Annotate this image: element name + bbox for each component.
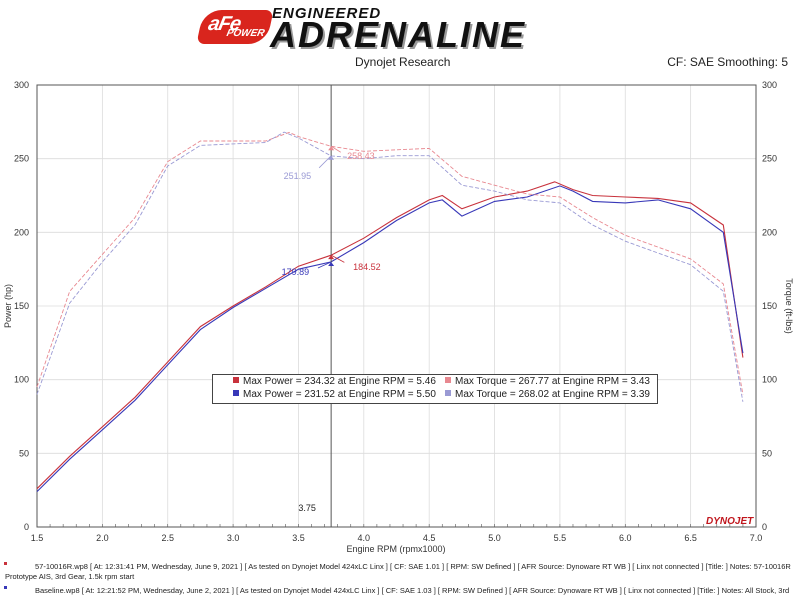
series-group bbox=[36, 131, 744, 492]
run1-info-line2: Prototype AIS, 3rd Gear, 1.5k rpm start bbox=[5, 572, 135, 581]
x-tick-label: 4.0 bbox=[358, 533, 371, 543]
run2-marker bbox=[4, 586, 7, 589]
x-tick-label: 2.0 bbox=[96, 533, 109, 543]
run1-marker bbox=[4, 562, 7, 565]
legend-run2-power: Max Power = 231.52 at Engine RPM = 5.50 bbox=[227, 388, 436, 401]
correction-factor-label: CF: SAE Smoothing: 5 bbox=[667, 55, 788, 69]
run2-info-line1: Baseline.wp8 [ At: 12:21:52 PM, Wednesda… bbox=[35, 586, 790, 595]
x-tick-label: 4.5 bbox=[423, 533, 436, 543]
x-tick-label: 6.0 bbox=[619, 533, 632, 543]
x-tick-label: 5.5 bbox=[554, 533, 567, 543]
legend-run2-torque: Max Torque = 268.02 at Engine RPM = 3.39 bbox=[439, 388, 650, 401]
left-y-tick-label: 100 bbox=[14, 375, 29, 385]
chart-source-label: Dynojet Research bbox=[355, 55, 451, 69]
annotation-leader bbox=[330, 145, 341, 153]
x-axis-ticks: 1.5 2.0 2.5 3.0 3.5 4.0 4.5 5.0 5.5 6.0 6.5 7.0 bbox=[31, 524, 763, 543]
x-tick-label: 1.5 bbox=[31, 533, 44, 543]
right-y-tick-label: 100 bbox=[762, 375, 777, 385]
x-tick-label: 6.5 bbox=[684, 533, 697, 543]
x-tick-label: 3.0 bbox=[227, 533, 240, 543]
annotations-group: 184.52 179.89 258.43 251.95 bbox=[282, 145, 381, 277]
legend-row-run1: Max Power = 234.32 at Engine RPM = 5.46 … bbox=[213, 375, 657, 388]
annotation-arrow bbox=[328, 146, 335, 151]
right-axis-ticks: 0 50 100 150 200 250 300 bbox=[762, 80, 777, 532]
x-tick-label: 3.5 bbox=[292, 533, 305, 543]
left-axis-ticks: 0 50 100 150 200 250 300 bbox=[14, 80, 29, 532]
annotation-leader bbox=[317, 261, 332, 269]
run1-info-line1: 57-10016R.wp8 [ At: 12:31:41 PM, Wednesd… bbox=[35, 562, 791, 571]
annotation-arrow bbox=[328, 255, 335, 260]
right-axis-title: Torque (ft-lbs) bbox=[784, 278, 794, 334]
annotation-label: 251.95 bbox=[284, 171, 312, 181]
legend-run1-power: Max Power = 234.32 at Engine RPM = 5.46 bbox=[227, 375, 436, 388]
left-y-tick-label: 50 bbox=[19, 448, 29, 458]
power-series-line-57-10016r bbox=[36, 181, 744, 490]
legend-row-run2: Max Power = 231.52 at Engine RPM = 5.50 … bbox=[213, 388, 657, 401]
x-tick-label: 5.0 bbox=[488, 533, 501, 543]
annotation-arrow bbox=[328, 155, 335, 160]
x-axis-title: Engine RPM (rpmx1000) bbox=[346, 544, 445, 554]
chart-grid bbox=[36, 84, 757, 528]
left-y-tick-label: 150 bbox=[14, 301, 29, 311]
legend-run1-torque: Max Torque = 267.77 at Engine RPM = 3.43 bbox=[439, 375, 650, 388]
legend-run1-torque-text: Max Torque = 267.77 at Engine RPM = 3.43 bbox=[455, 376, 650, 387]
right-y-tick-label: 50 bbox=[762, 448, 772, 458]
annotation-arrow bbox=[328, 261, 335, 266]
torque-series-line-baseline bbox=[36, 131, 744, 402]
annotation-label: 179.89 bbox=[282, 267, 310, 277]
annotation-label: 258.43 bbox=[347, 151, 375, 161]
legend-swatch-run1-torque bbox=[445, 377, 451, 383]
left-y-tick-label: 200 bbox=[14, 227, 29, 237]
chart-legend: Max Power = 234.32 at Engine RPM = 5.46 … bbox=[212, 374, 658, 404]
right-y-tick-label: 0 bbox=[762, 522, 767, 532]
right-y-tick-label: 250 bbox=[762, 154, 777, 164]
legend-swatch-run2-torque bbox=[445, 390, 451, 396]
plot-frame bbox=[36, 84, 757, 528]
legend-swatch-run1-power bbox=[233, 377, 239, 383]
left-y-tick-label: 300 bbox=[14, 80, 29, 90]
right-y-tick-label: 200 bbox=[762, 227, 777, 237]
rpm-cursor-label: 3.75 bbox=[298, 503, 316, 513]
left-y-tick-label: 0 bbox=[24, 522, 29, 532]
brand-main-text: ADRENALINE bbox=[270, 14, 527, 55]
annotation-label: 184.52 bbox=[353, 262, 381, 272]
run-info-run1: 57-10016R.wp8 [ At: 12:31:41 PM, Wednesd… bbox=[0, 562, 800, 584]
right-y-tick-label: 150 bbox=[762, 301, 777, 311]
right-y-tick-label: 300 bbox=[762, 80, 777, 90]
legend-run1-power-text: Max Power = 234.32 at Engine RPM = 5.46 bbox=[243, 376, 436, 387]
legend-run2-power-text: Max Power = 231.52 at Engine RPM = 5.50 bbox=[243, 389, 436, 400]
brand-top-text: ENGINEERED bbox=[272, 5, 382, 22]
annotation-leader bbox=[318, 155, 332, 169]
dynojet-watermark: DYNOJET bbox=[706, 516, 754, 527]
header: aFe POWER ENGINEERED ADRENALINE Dynojet … bbox=[0, 0, 800, 80]
run-info-run2: Baseline.wp8 [ At: 12:21:52 PM, Wednesda… bbox=[0, 586, 800, 598]
power-series-line-baseline bbox=[36, 185, 744, 492]
left-axis-title: Power (hp) bbox=[3, 284, 13, 328]
legend-run2-torque-text: Max Torque = 268.02 at Engine RPM = 3.39 bbox=[455, 389, 650, 400]
legend-swatch-run2-power bbox=[233, 390, 239, 396]
torque-series-line-57-10016r bbox=[36, 131, 744, 395]
x-tick-label: 7.0 bbox=[750, 533, 763, 543]
x-tick-label: 2.5 bbox=[161, 533, 174, 543]
annotation-leader bbox=[330, 254, 345, 263]
left-y-tick-label: 250 bbox=[14, 154, 29, 164]
